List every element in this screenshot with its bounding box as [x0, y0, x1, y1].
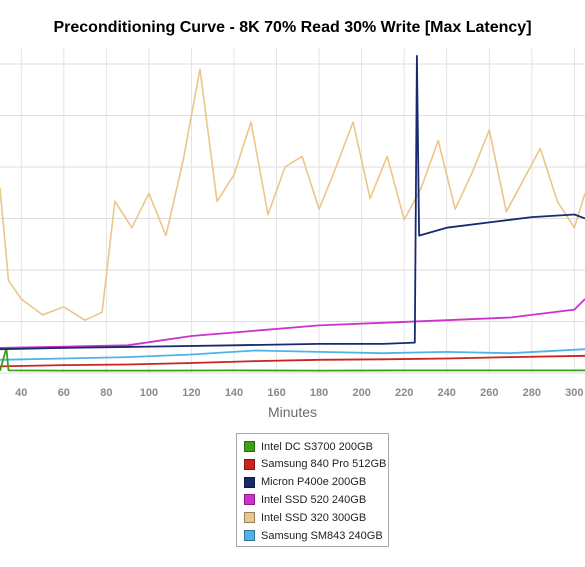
series-lines: [0, 55, 585, 372]
x-tick-label-140: 140: [225, 387, 243, 399]
series-line-2: [0, 55, 585, 351]
legend-label-1: Samsung 840 Pro 512GB: [261, 458, 387, 471]
line-chart: 40 60 80 100 120 140 160 180 200 220 240 260 280 300: [0, 48, 585, 399]
legend: Intel DC S3700 200GB Samsung 840 Pro 512G…: [236, 433, 389, 547]
legend-label-5: Samsung SM843 240GB: [261, 529, 383, 542]
legend-label-2: Micron P400e 200GB: [261, 476, 367, 489]
legend-swatch-5: [244, 530, 255, 541]
x-tick-label-160: 160: [267, 387, 285, 399]
legend-item-1: Samsung 840 Pro 512GB: [244, 456, 386, 473]
x-tick-label-180: 180: [310, 387, 328, 399]
legend-swatch-1: [244, 458, 255, 470]
x-tick-label-100: 100: [140, 387, 158, 399]
legend-label-0: Intel DC S3700 200GB: [261, 440, 373, 453]
x-axis-ticks: 40 60 80 100 120 140 160 180 200 220 240 260 280 300: [15, 387, 583, 399]
x-axis-label: Minutes: [267, 404, 318, 420]
x-tick-label-200: 200: [352, 387, 370, 399]
x-tick-label-220: 220: [395, 387, 413, 399]
gridlines: [0, 48, 585, 374]
series-line-1: [0, 354, 585, 368]
x-tick-label-280: 280: [523, 387, 541, 399]
legend-item-4: Intel SSD 320 300GB: [244, 509, 366, 526]
x-tick-label-300: 300: [565, 387, 583, 399]
legend-swatch-3: [244, 494, 255, 506]
legend-swatch-4: [244, 512, 255, 524]
series-line-5: [0, 348, 585, 361]
legend-label-3: Intel SSD 520 240GB: [261, 493, 367, 506]
legend-item-2: Micron P400e 200GB: [244, 474, 366, 491]
x-tick-label-120: 120: [182, 387, 200, 399]
legend-item-3: Intel SSD 520 240GB: [244, 491, 366, 508]
x-tick-label-60: 60: [58, 387, 70, 399]
series-line-3: [0, 298, 585, 349]
legend-item-0: Intel DC S3700 200GB: [244, 438, 373, 455]
legend-label-4: Intel SSD 320 300GB: [261, 511, 367, 524]
x-tick-label-260: 260: [480, 387, 498, 399]
series-line-4: [0, 68, 585, 322]
x-tick-label-40: 40: [15, 387, 27, 399]
series-line-0: [0, 346, 585, 372]
legend-item-5: Samsung SM843 240GB: [244, 527, 383, 544]
chart-title: Preconditioning Curve - 8K 70% Read 30% …: [53, 19, 532, 36]
x-tick-label-240: 240: [438, 387, 456, 399]
legend-swatch-2: [244, 476, 255, 488]
legend-swatch-0: [244, 441, 255, 452]
x-tick-label-80: 80: [100, 387, 112, 399]
